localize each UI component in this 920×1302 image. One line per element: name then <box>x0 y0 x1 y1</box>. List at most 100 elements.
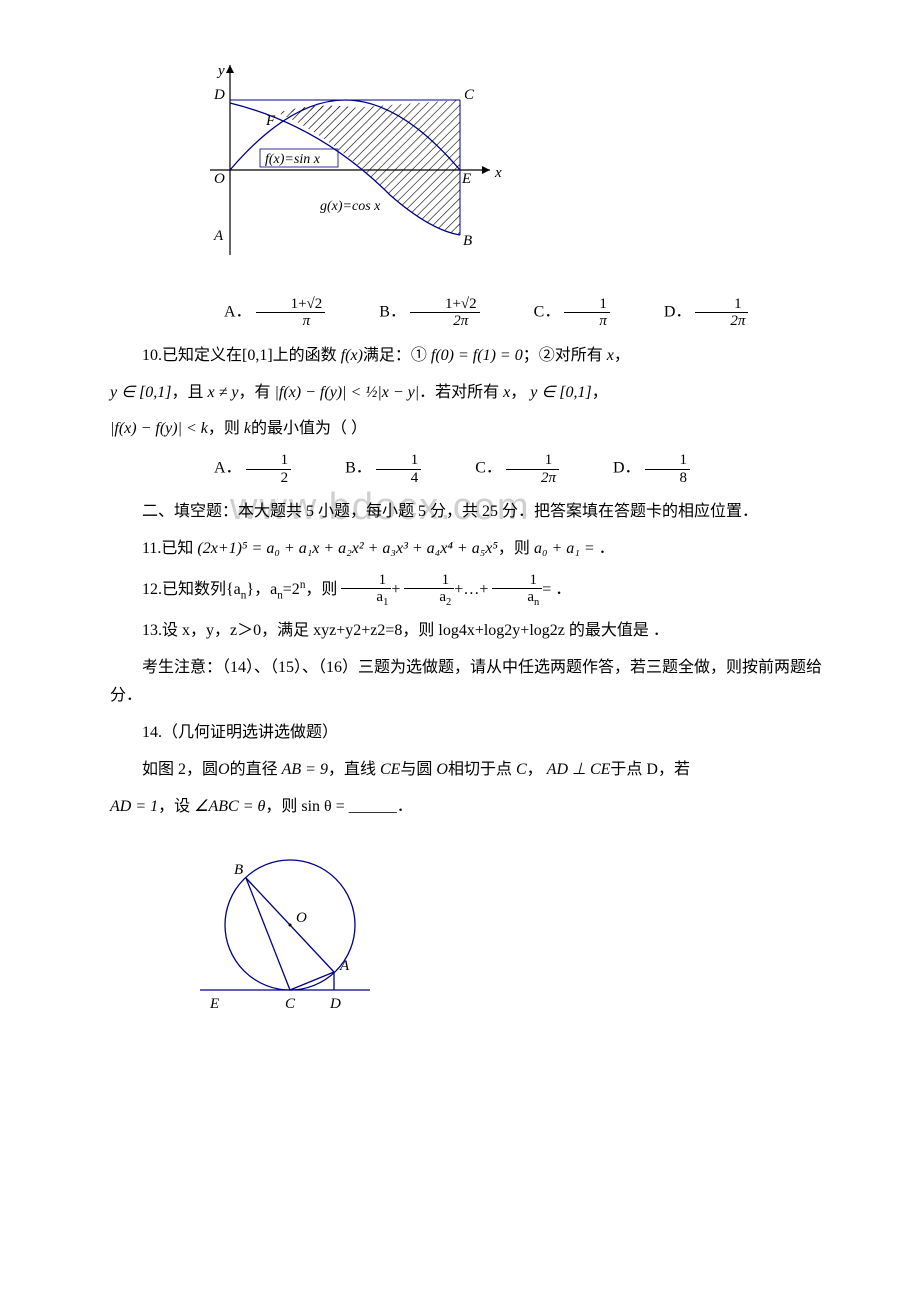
q10-line2: y ∈ [0,1]，且 x ≠ y，有 |f(x) − f(y)| < ½|x … <box>110 379 840 408</box>
q14-line2: AD = 1，设 ∠ABC = θ，则 sin θ = ______． <box>110 793 840 822</box>
q9-D-label: D． <box>664 303 692 320</box>
q14-sd: 与圆 <box>400 761 432 778</box>
q9-C-num: 1 <box>564 296 610 314</box>
q9-D-num: 1 <box>695 296 748 314</box>
q12-fnn: 1 <box>492 572 542 590</box>
q11-exp: (2x+1)⁵ = a₀ + a₁x + a₂x² + a₃x³ + a₄x⁴ … <box>197 540 498 557</box>
section2-heading: 二、填空题：本大题共 5 小题，每小题 5 分，共 25 分．把答案填在答题卡的… <box>110 498 840 527</box>
fig2-C: C <box>285 996 296 1012</box>
q10-stem-d: ；②对所有 <box>523 347 603 364</box>
q10-yin2: y ∈ [0,1] <box>530 384 592 401</box>
figure2-svg: B O A E C D <box>190 830 390 1020</box>
fig1-label-F: F <box>265 113 276 129</box>
q10-options: A． 12 B． 14 C． 12π D． 18 <box>150 452 840 486</box>
q10-A-den: 2 <box>246 470 292 487</box>
q12-f2n: 1 <box>404 572 454 590</box>
q14-CE: CE <box>380 761 400 778</box>
q9-option-D: D． 12π <box>632 296 749 330</box>
q10-D-num: 1 <box>645 452 691 470</box>
q10-l3a: ，则 <box>208 420 240 437</box>
q14-AD1: AD = 1 <box>110 798 158 815</box>
q10-D-label: D． <box>613 460 641 477</box>
q14-sin: sin θ = <box>301 798 344 815</box>
q10-xneqy: x ≠ y <box>208 384 239 401</box>
q10-interval1: [0,1] <box>242 347 273 364</box>
q13: 13.设 x，y，z＞0，满足 xyz+y2+z2=8，则 log4x+log2… <box>110 617 840 646</box>
fig1-label-C: C <box>464 87 475 103</box>
q9-A-den: π <box>256 313 326 330</box>
q12-stem-b: ． <box>551 581 571 598</box>
q10-C-num: 1 <box>506 452 559 470</box>
q10-C-label: C． <box>475 460 502 477</box>
q14-l2a: ，设 <box>158 798 190 815</box>
fig2-B: B <box>234 862 243 878</box>
q14-se: 相切于点 <box>448 761 512 778</box>
q11-target: a₀ + a₁ = <box>534 540 595 557</box>
q9-option-A: A． 1+√2π <box>192 296 325 330</box>
q10-stem-a: 10.已知定义在 <box>142 347 242 364</box>
q14-perp: AD ⊥ CE <box>547 761 611 778</box>
q10-B-label: B． <box>345 460 372 477</box>
q10-ineq: |f(x) − f(y)| < ½|x − y| <box>275 384 420 401</box>
q12-stem-a: 12.已知数列{a <box>142 581 241 598</box>
q14-figure: B O A E C D <box>190 830 840 1031</box>
fig1-label-E: E <box>461 171 471 187</box>
fig2-A: A <box>339 958 350 974</box>
q10-option-A: A． 12 <box>182 452 291 486</box>
q10-stem-c: 满足：① <box>363 347 427 364</box>
fig2-O: O <box>296 910 307 926</box>
q10-D-den: 8 <box>645 470 691 487</box>
q12-f1n: 1 <box>341 572 391 590</box>
q10-l3b: 的最小值为（ ） <box>251 420 367 437</box>
q10-option-D: D． 18 <box>581 452 690 486</box>
q10-x: x <box>607 347 614 364</box>
q10-yin: y ∈ [0,1] <box>110 384 172 401</box>
selective-note: 考生注意：（14）、（15）、（16）三题为选做题，请从中任选两题作答，若三题全… <box>110 654 840 712</box>
q10-cond: f(0) = f(1) = 0 <box>431 347 523 364</box>
q14-AB9: AB = 9 <box>282 761 328 778</box>
q10-fx: f(x) <box>341 347 363 364</box>
q11: 11.已知 (2x+1)⁵ = a₀ + a₁x + a₂x² + a₃x³ +… <box>110 535 840 564</box>
q14-sa: 如图 2，圆 <box>142 761 218 778</box>
q12-stem-a3: =2 <box>283 581 300 598</box>
q11-stem-c: ． <box>595 540 615 557</box>
fig1-label-gx: g(x)=cos x <box>320 199 381 214</box>
fig1-label-x: x <box>494 165 502 181</box>
q10-B-den: 4 <box>376 470 422 487</box>
q9-option-B: B． 1+√22π <box>347 296 479 330</box>
q9-option-C: C． 1π <box>502 296 610 330</box>
q10-l2b: ，有 <box>239 384 271 401</box>
q14-line1: 如图 2，圆O的直径 AB = 9，直线 CE与圆 O相切于点 C， AD ⊥ … <box>110 756 840 785</box>
q9-A-label: A． <box>224 303 252 320</box>
q10-B-num: 1 <box>376 452 422 470</box>
q12-f2ds: 2 <box>446 597 451 608</box>
q12-dots: +…+ <box>454 581 488 598</box>
q9-D-den: 2π <box>695 313 748 330</box>
q14-sf: ， <box>527 761 543 778</box>
q11-stem-b: ，则 <box>498 540 530 557</box>
fig2-E: E <box>209 996 219 1012</box>
q9-B-label: B． <box>379 303 406 320</box>
q9-A-num: 1+√2 <box>256 296 326 314</box>
q12-stem-a2: }，a <box>246 581 277 598</box>
q14-sg: 于点 D，若 <box>610 761 690 778</box>
q11-stem-a: 11.已知 <box>142 540 193 557</box>
q10-line1: 10.已知定义在[0,1]上的函数 f(x)满足：① f(0) = f(1) =… <box>110 342 840 371</box>
fig1-label-A: A <box>213 228 224 244</box>
q10-k: k <box>244 420 251 437</box>
q10-l2a: ，且 <box>172 384 204 401</box>
q9-options: A． 1+√2π B． 1+√22π C． 1π D． 12π <box>160 296 840 330</box>
fig2-D: D <box>329 996 341 1012</box>
q9-B-den: 2π <box>410 313 480 330</box>
fig1-label-D: D <box>213 87 225 103</box>
q12-fnds: n <box>534 597 539 608</box>
q12-fnda: a <box>527 589 534 605</box>
q12: 12.已知数列{an}，an=2n，则 1a1+ 1a2+…+ 1an= ． <box>110 572 840 609</box>
fig1-label-y: y <box>216 63 225 79</box>
figure1-svg: y x D C F O E A B f(x)=sin x g(x)=cos x <box>170 55 510 275</box>
q10-option-B: B． 14 <box>313 452 421 486</box>
q9-B-num: 1+√2 <box>410 296 480 314</box>
q9-figure: y x D C F O E A B f(x)=sin x g(x)=cos x <box>170 55 840 286</box>
q10-C-den: 2π <box>506 470 559 487</box>
q10-l2e: ， <box>592 384 608 401</box>
